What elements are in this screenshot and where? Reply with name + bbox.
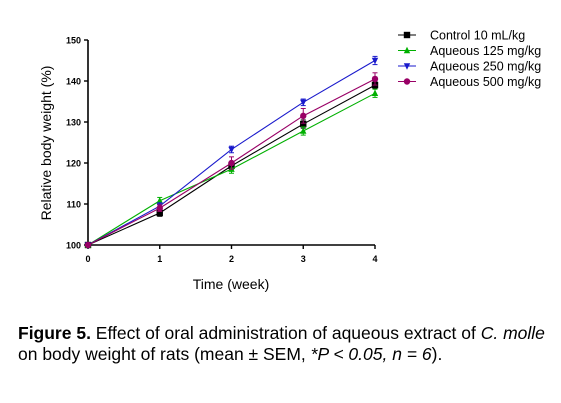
data-point — [371, 57, 379, 65]
data-point — [300, 120, 307, 128]
data-point — [371, 75, 379, 83]
x-tick-label: 3 — [301, 254, 306, 264]
x-axis-label: Time (week) — [193, 276, 270, 292]
legend-entry: Control 10 mL/kg — [398, 29, 525, 43]
series-group — [84, 72, 379, 249]
legend-label: Aqueous 250 mg/kg — [430, 60, 541, 74]
chart-series — [84, 55, 379, 249]
figure-label: Figure 5. — [18, 323, 91, 343]
chart-axes: 0 1 2 3 4 100 110 120 130 140 150 — [66, 36, 378, 265]
data-point — [403, 63, 411, 70]
y-tick-label: 110 — [66, 200, 81, 210]
x-tick-label: 0 — [85, 254, 90, 264]
x-tick-label: 1 — [157, 254, 162, 264]
data-point — [403, 31, 411, 39]
data-point — [403, 46, 411, 54]
data-point — [84, 241, 92, 249]
legend-label: Aqueous 500 mg/kg — [430, 75, 541, 89]
legend-entry: Aqueous 125 mg/kg — [398, 44, 541, 58]
y-tick-label: 100 — [66, 241, 81, 251]
y-tick-label: 120 — [66, 159, 81, 169]
legend-entry: Aqueous 250 mg/kg — [398, 60, 541, 74]
legend-label: Aqueous 125 mg/kg — [430, 44, 541, 58]
y-tick-label: 130 — [66, 118, 81, 128]
line-chart: 0 1 2 3 4 100 110 120 130 140 150 Control 10 mL/kg… — [38, 29, 541, 293]
data-point — [156, 197, 163, 204]
data-point — [371, 89, 379, 96]
data-point — [156, 204, 163, 212]
data-point — [300, 127, 307, 134]
data-point — [228, 159, 235, 167]
legend-label: Control 10 mL/kg — [430, 29, 525, 43]
caption-stat: *P < 0.05, n = 6 — [310, 344, 432, 364]
x-tick-label: 4 — [372, 254, 377, 264]
data-point — [300, 99, 307, 107]
figure-caption: Figure 5. Effect of oral administration … — [18, 323, 548, 365]
legend-entry: Aqueous 500 mg/kg — [398, 75, 541, 89]
caption-text: Effect of oral administration of aqueous… — [90, 323, 481, 343]
y-tick-label: 140 — [66, 77, 81, 87]
data-point — [300, 112, 307, 120]
data-point — [156, 209, 163, 217]
x-tick-label: 2 — [229, 254, 234, 264]
y-axis-label: Relative body weight (%) — [38, 66, 54, 221]
y-tick-label: 150 — [66, 36, 81, 46]
caption-text-3: ). — [431, 344, 443, 364]
data-point — [403, 78, 411, 85]
caption-species: C. molle — [480, 323, 545, 343]
caption-text-2: on body weight of rats (mean ± SEM, — [18, 344, 311, 364]
data-point — [228, 146, 235, 154]
